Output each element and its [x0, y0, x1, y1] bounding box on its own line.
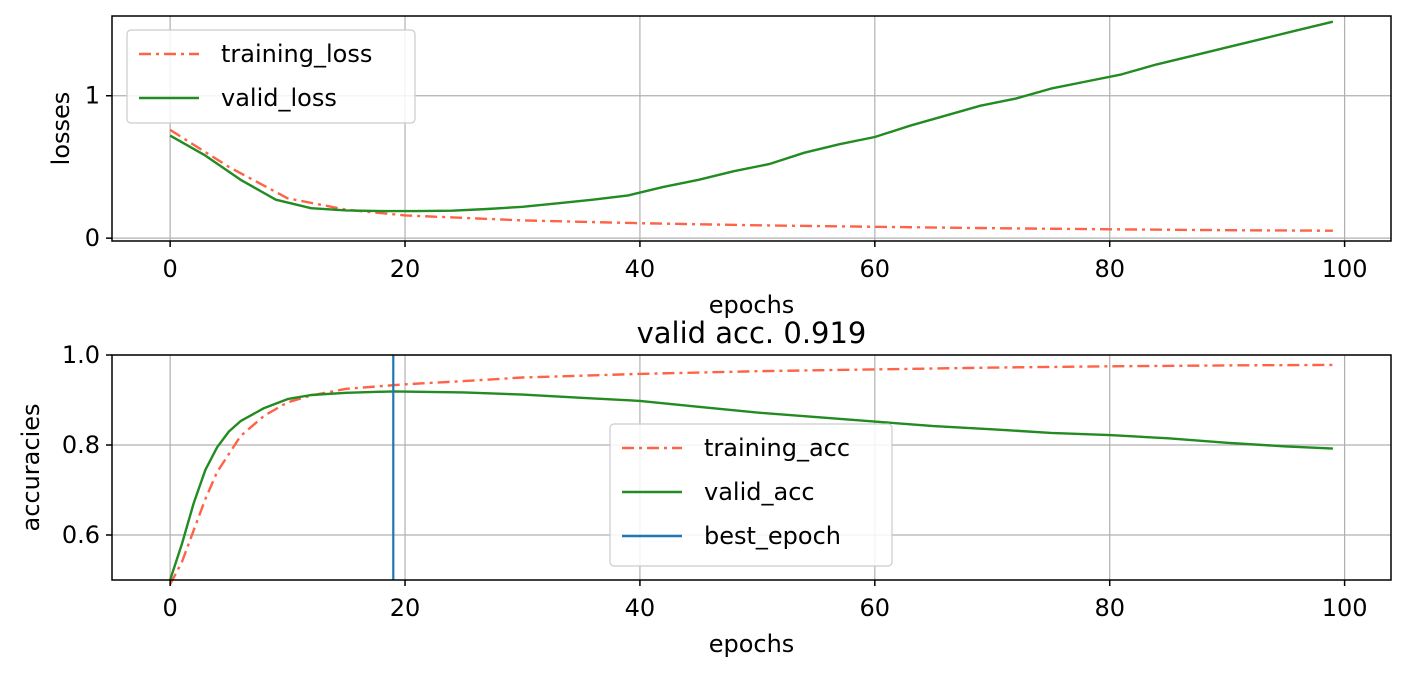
series-valid-acc-line	[168, 390, 1333, 581]
x-tick-label: 80	[1094, 255, 1125, 283]
legend-box	[609, 423, 893, 567]
y-tick-label: 0	[85, 224, 100, 252]
y-tick-label: 0.8	[62, 431, 100, 459]
accuracy-plot-frame	[111, 354, 1392, 581]
legend-label: training_acc	[704, 434, 850, 462]
x-tick-label: 60	[860, 594, 891, 622]
loss-plot-frame	[111, 15, 1392, 242]
loss-ticks: 0 20 40 60 80 100 0 1	[85, 82, 1368, 283]
series-training-acc-line	[169, 363, 1333, 586]
x-tick-label: 60	[860, 255, 891, 283]
legend-label: valid_loss	[221, 84, 337, 112]
x-tick-label: 20	[390, 255, 421, 283]
x-tick-label: 100	[1322, 594, 1368, 622]
series-training-loss-line	[169, 128, 1333, 232]
legend-label: training_loss	[221, 40, 372, 68]
x-tick-label: 0	[162, 255, 177, 283]
y-tick-label: 1.0	[62, 341, 100, 369]
series-valid-loss-line	[169, 20, 1334, 213]
loss-x-axis-label: epochs	[709, 291, 795, 319]
loss-chart: 0 20 40 60 80 100 0 1 epochs losses training_lo…	[47, 15, 1392, 319]
x-tick-label: 20	[390, 594, 421, 622]
x-tick-label: 100	[1322, 255, 1368, 283]
accuracy-ticks: 0 20 40 60 80 100 0.6 0.8 1.0	[62, 341, 1368, 622]
x-tick-label: 80	[1094, 594, 1125, 622]
accuracy-x-axis-label: epochs	[709, 630, 795, 658]
y-tick-label: 1	[85, 82, 100, 110]
loss-series	[169, 20, 1334, 232]
accuracy-chart-title: valid acc. 0.919	[637, 316, 867, 350]
loss-legend: training_loss valid_loss	[126, 29, 416, 124]
accuracy-y-axis-label: accuracies	[17, 403, 45, 531]
y-tick-label: 0.6	[62, 521, 100, 549]
x-tick-label: 0	[162, 594, 177, 622]
accuracy-chart: 0 20 40 60 80 100 0.6 0.8 1.0 valid acc. 0.919 e…	[17, 316, 1392, 658]
x-tick-label: 40	[625, 255, 656, 283]
accuracy-series	[168, 355, 1333, 586]
legend-label: best_epoch	[704, 522, 841, 550]
legend-label: valid_acc	[704, 478, 815, 506]
loss-y-axis-label: losses	[47, 92, 75, 166]
accuracy-legend: training_acc valid_acc best_epoch	[609, 423, 893, 567]
x-tick-label: 40	[625, 594, 656, 622]
